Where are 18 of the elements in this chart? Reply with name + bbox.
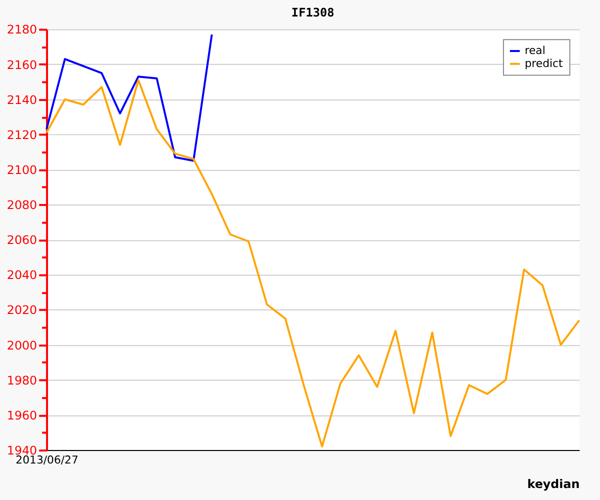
legend-label: real xyxy=(524,44,546,57)
y-tick-label: 2040 xyxy=(6,268,38,282)
y-tick-label: 2020 xyxy=(6,303,38,318)
line-series xyxy=(46,79,580,448)
line-series xyxy=(46,34,213,162)
x-axis-title: keydian xyxy=(527,477,580,492)
chart-title: IF1308 xyxy=(291,5,334,20)
y-tick-label: 2000 xyxy=(6,338,38,352)
y-tick-label: 2080 xyxy=(6,198,38,212)
y-tick-label: 1960 xyxy=(6,408,38,422)
y-tick-label: 2100 xyxy=(6,162,38,177)
legend-label: predict xyxy=(524,56,563,70)
y-tick-label: 2140 xyxy=(6,92,38,107)
y-tick-label: 2160 xyxy=(6,58,38,72)
y-tick-label: 1980 xyxy=(6,373,38,388)
y-tick-label: 2060 xyxy=(6,233,38,248)
y-tick-label: 2180 xyxy=(6,22,38,37)
y-tick-label: 2120 xyxy=(6,128,38,142)
